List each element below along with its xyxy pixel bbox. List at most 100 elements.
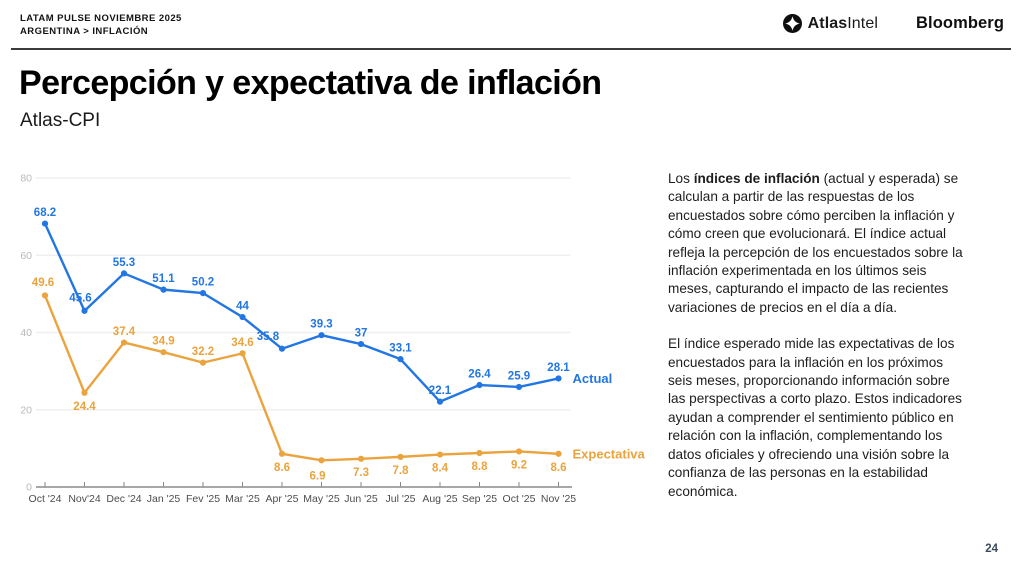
data-point-value-actual: 33.1: [389, 343, 412, 355]
series-line-actual: [43, 222, 560, 403]
page-number: 24: [985, 543, 998, 555]
p1-prefix: Los: [668, 171, 694, 186]
data-point-expectativa: [397, 453, 404, 460]
y-axis-tick-label: 0: [26, 482, 32, 494]
data-point-value-actual: 22.1: [429, 385, 452, 397]
data-point-value-expectativa: 7.8: [393, 465, 410, 477]
data-point-value-expectativa: 8.6: [274, 462, 290, 474]
x-axis-tick-label: Jan '25: [147, 493, 181, 505]
data-point-value-expectativa: 7.3: [353, 467, 369, 479]
header-divider: [11, 48, 1011, 50]
data-point-value-actual: 68.2: [34, 207, 56, 219]
data-point-value-expectativa: 32.2: [192, 346, 214, 358]
x-axis-tick-label: Jun '25: [344, 493, 378, 505]
data-point-value-expectativa: 9.2: [511, 459, 527, 471]
data-point-actual: [318, 332, 325, 339]
x-axis-tick-label: Sep '25: [462, 493, 497, 505]
data-point-value-expectativa: 24.4: [73, 401, 96, 413]
data-point-value-expectativa: 8.8: [472, 461, 489, 473]
data-point-actual: [199, 290, 207, 297]
data-point-actual: [278, 345, 286, 352]
x-axis-tick-label: Jul '25: [385, 493, 415, 505]
y-axis-tick-label: 20: [20, 404, 32, 416]
atlas-wordmark-bold: Atlas: [807, 14, 848, 32]
data-point-expectativa: [239, 350, 246, 357]
data-point-value-actual: 39.3: [310, 319, 332, 331]
data-point-value-actual: 44: [236, 301, 249, 313]
x-axis-tick-label: Dec '24: [106, 493, 141, 505]
data-point-expectativa: [160, 349, 167, 356]
atlasintel-wordmark: AtlasIntel: [808, 15, 878, 33]
data-point-expectativa: [278, 450, 286, 457]
data-point-value-expectativa: 37.4: [113, 326, 136, 338]
page-subtitle: Atlas-CPI: [20, 110, 101, 131]
data-point-value-expectativa: 34.9: [152, 336, 174, 348]
series-legend-actual: Actual: [573, 371, 613, 386]
page-title: Percepción y expectativa de inflación: [19, 64, 602, 102]
data-point-actual: [555, 375, 562, 382]
data-point-actual: [160, 286, 167, 293]
breadcrumb: ARGENTINA > INFLACIÓN: [20, 26, 149, 37]
data-point-actual: [397, 356, 404, 363]
data-point-expectativa: [120, 339, 128, 346]
data-point-value-expectativa: 34.6: [231, 337, 253, 349]
x-axis-tick-label: Aug '25: [422, 493, 457, 505]
x-axis-tick-label: Oct '24: [29, 493, 62, 505]
series-legend-expectativa: Expectativa: [573, 446, 646, 461]
bloomberg-logo: Bloomberg: [916, 14, 1004, 32]
data-point-value-actual: 28.1: [547, 362, 570, 374]
data-point-expectativa: [199, 359, 207, 366]
data-point-value-actual: 37: [355, 328, 368, 340]
x-axis-tick-label: Nov'24: [68, 493, 101, 505]
atlasintel-mark-icon: [782, 14, 802, 33]
data-point-actual: [476, 381, 483, 389]
report-edition: LATAM PULSE NOVIEMBRE 2025: [20, 13, 182, 24]
series-line-expectativa: [43, 294, 560, 462]
data-point-expectativa: [41, 292, 49, 299]
description-paragraph-1: Los índices de inflación (actual y esper…: [668, 170, 970, 317]
header-logos: AtlasIntel Bloomberg: [782, 14, 1004, 33]
header-breadcrumb: LATAM PULSE NOVIEMBRE 2025 ARGENTINA > I…: [20, 12, 182, 38]
p1-rest: (actual y esperada) se calculan a partir…: [668, 171, 963, 315]
data-point-value-expectativa: 49.6: [32, 277, 54, 289]
data-point-actual: [357, 340, 365, 348]
x-axis-tick-label: Nov '25: [541, 493, 576, 505]
data-point-expectativa: [515, 448, 523, 455]
data-point-value-actual: 26.4: [468, 369, 491, 381]
data-point-expectativa: [436, 451, 444, 458]
y-axis-tick-label: 60: [20, 250, 32, 262]
data-point-value-expectativa: 6.9: [310, 470, 326, 482]
x-axis-tick-label: Oct '25: [503, 493, 536, 505]
data-point-actual: [120, 270, 128, 277]
data-point-value-actual: 50.2: [192, 277, 214, 289]
data-point-actual: [81, 307, 88, 314]
description-column: Los índices de inflación (actual y esper…: [668, 170, 970, 501]
y-axis-tick-label: 40: [20, 327, 32, 339]
data-point-value-actual: 35.8: [257, 331, 280, 343]
description-paragraph-2: El índice esperado mide las expectativas…: [668, 336, 962, 499]
data-point-expectativa: [81, 389, 88, 396]
x-axis-tick-label: Mar '25: [225, 493, 260, 505]
data-point-value-actual: 45.6: [69, 292, 91, 304]
atlas-wordmark-light: Intel: [847, 14, 879, 32]
data-point-actual: [239, 313, 246, 321]
data-point-value-actual: 51.1: [152, 273, 175, 285]
atlasintel-logo: AtlasIntel: [782, 14, 878, 33]
inflation-line-chart: 0 20 40 60 80 Oct '24 Nov'24 Dec '24 Jan '25 Fev …: [14, 166, 669, 516]
x-axis-tick-label: Apr '25: [266, 493, 299, 505]
x-axis-tick-label: Fev '25: [186, 493, 220, 505]
data-point-expectativa: [357, 455, 365, 462]
data-point-actual: [436, 398, 444, 405]
chart-canvas: 0 20 40 60 80 Oct '24 Nov'24 Dec '24 Jan '25 Fev …: [20, 173, 646, 506]
data-point-value-expectativa: 8.6: [551, 462, 567, 474]
data-point-expectativa: [555, 450, 562, 457]
p1-bold-term: índices de inflación: [693, 171, 820, 186]
data-point-actual: [515, 383, 523, 391]
data-point-expectativa: [318, 457, 325, 464]
data-point-expectativa: [476, 449, 483, 457]
data-point-value-actual: 55.3: [113, 257, 135, 269]
data-point-value-actual: 25.9: [508, 370, 530, 382]
y-axis-tick-label: 80: [20, 173, 32, 185]
data-point-actual: [41, 220, 49, 227]
